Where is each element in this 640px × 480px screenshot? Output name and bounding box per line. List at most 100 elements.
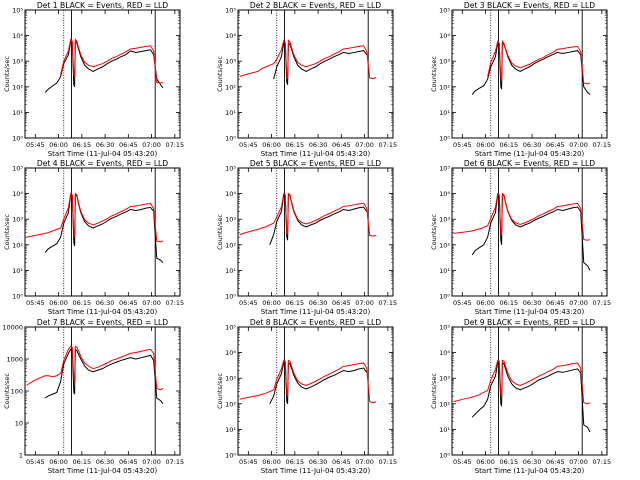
y-axis-label: Counts/sec	[216, 373, 224, 409]
x-tick-label: 06:00	[476, 458, 495, 466]
y-tick-label: 10⁴	[225, 32, 236, 40]
lld-series-line	[60, 38, 164, 84]
panel-title: Det 4 BLACK = Events, RED = LLD	[37, 159, 168, 168]
panel-det-5: Det 5 BLACK = Events, RED = LLD 10⁰ 10¹ 10²…	[216, 159, 397, 316]
y-tick-label: 10⁰	[12, 135, 23, 143]
x-tick-label: 06:30	[309, 458, 328, 466]
x-tick-label: 06:45	[119, 299, 138, 307]
x-tick-label: 06:15	[285, 458, 304, 466]
y-tick-label: 10³	[12, 216, 23, 224]
x-tick-label: 07:00	[355, 141, 374, 149]
y-tick-label: 10⁴	[439, 349, 450, 357]
events-series-line	[44, 39, 164, 93]
y-tick-label: 10⁴	[439, 32, 450, 40]
x-tick-label: 06:00	[262, 458, 281, 466]
y-tick-label: 10⁵	[12, 7, 23, 15]
y-tick-label: 1	[19, 452, 23, 460]
y-tick-label: 10⁰	[439, 293, 450, 301]
x-tick-label: 07:15	[592, 299, 611, 307]
x-tick-label: 07:15	[592, 141, 611, 149]
x-tick-label: 06:45	[332, 458, 351, 466]
x-axis-label: Start Time (11-Jul-04 05:43:20)	[261, 150, 371, 158]
y-tick-label: 10⁵	[225, 324, 236, 332]
x-tick-label: 07:00	[142, 299, 161, 307]
y-tick-label: 10	[15, 420, 23, 428]
x-tick-label: 07:00	[569, 458, 588, 466]
y-tick-label: 10²	[225, 83, 236, 91]
events-series-line	[269, 193, 368, 245]
panel-title: Det 2 BLACK = Events, RED = LLD	[250, 1, 381, 10]
y-tick-label: 10³	[225, 375, 236, 383]
x-tick-label: 07:15	[165, 458, 184, 466]
lld-series-line	[26, 345, 164, 391]
y-tick-label: 100	[11, 388, 23, 396]
y-tick-label: 10¹	[12, 267, 23, 275]
y-tick-label: 10⁴	[12, 32, 23, 40]
y-tick-label: 10⁰	[439, 452, 450, 460]
lld-series-line	[453, 359, 591, 405]
x-tick-label: 06:30	[523, 458, 542, 466]
plot-frame	[24, 326, 181, 456]
y-tick-label: 10²	[225, 241, 236, 249]
events-series-line	[44, 193, 164, 264]
y-tick-label: 10²	[225, 400, 236, 408]
lld-series-line	[239, 39, 377, 80]
plot-frame	[24, 167, 181, 297]
x-tick-label: 05:45	[239, 299, 258, 307]
x-axis-label: Start Time (11-Jul-04 05:43:20)	[48, 308, 158, 316]
panel-det-9: Det 9 BLACK = Events, RED = LLD 10⁰ 10¹ 10²…	[430, 318, 611, 475]
x-tick-label: 07:15	[592, 458, 611, 466]
x-tick-label: 06:30	[96, 458, 115, 466]
y-axis-label: Counts/sec	[216, 56, 224, 92]
events-series-line	[471, 193, 591, 271]
x-tick-label: 06:15	[285, 141, 304, 149]
y-axis-label: Counts/sec	[216, 214, 224, 250]
x-axis-label: Start Time (11-Jul-04 05:43:20)	[475, 150, 585, 158]
x-tick-label: 07:15	[378, 458, 397, 466]
events-series-line	[273, 41, 368, 85]
x-axis-label: Start Time (11-Jul-04 05:43:20)	[261, 467, 371, 475]
x-tick-label: 05:45	[239, 141, 258, 149]
x-axis-label: Start Time (11-Jul-04 05:43:20)	[48, 150, 158, 158]
y-tick-label: 10²	[439, 83, 450, 91]
y-tick-label: 10²	[12, 241, 23, 249]
x-tick-label: 05:45	[26, 141, 45, 149]
events-series-line	[471, 41, 591, 95]
panel-det-4: Det 4 BLACK = Events, RED = LLD 10⁰ 10¹ 10²…	[3, 159, 184, 316]
panel-title: Det 7 BLACK = Events, RED = LLD	[37, 318, 168, 327]
x-tick-label: 06:00	[49, 458, 68, 466]
y-tick-label: 10¹	[225, 426, 236, 434]
x-tick-label: 05:45	[453, 141, 472, 149]
plot-frame	[237, 326, 394, 456]
x-axis-label: Start Time (11-Jul-04 05:43:20)	[48, 467, 158, 475]
y-tick-label: 1000	[6, 356, 23, 364]
x-tick-label: 06:30	[96, 141, 115, 149]
y-axis-label: Counts/sec	[3, 214, 11, 250]
y-tick-label: 10⁰	[225, 293, 236, 301]
x-axis-label: Start Time (11-Jul-04 05:43:20)	[475, 467, 585, 475]
panel-title: Det 5 BLACK = Events, RED = LLD	[250, 159, 381, 168]
y-tick-label: 10³	[439, 58, 450, 66]
x-tick-label: 06:15	[499, 141, 518, 149]
x-tick-label: 07:15	[165, 141, 184, 149]
y-tick-label: 10¹	[439, 267, 450, 275]
y-tick-label: 10⁵	[439, 7, 450, 15]
y-tick-label: 10¹	[439, 426, 450, 434]
plot-frame	[451, 326, 608, 456]
y-tick-label: 10²	[439, 400, 450, 408]
y-axis-label: Counts/sec	[430, 373, 438, 409]
plot-frame	[451, 9, 608, 139]
y-tick-label: 10⁵	[225, 165, 236, 173]
x-tick-label: 05:45	[453, 458, 472, 466]
y-tick-label: 10²	[12, 83, 23, 91]
y-tick-label: 10¹	[439, 109, 450, 117]
panel-title: Det 1 BLACK = Events, RED = LLD	[37, 1, 168, 10]
plot-frame	[24, 9, 181, 139]
panel-det-3: Det 3 BLACK = Events, RED = LLD 10⁰ 10¹ 10²…	[430, 1, 611, 158]
y-tick-label: 10³	[439, 216, 450, 224]
x-tick-label: 06:45	[119, 458, 138, 466]
panel-det-1: Det 1 BLACK = Events, RED = LLD 10⁰ 10¹ 10²…	[3, 1, 184, 158]
x-tick-label: 07:00	[569, 299, 588, 307]
x-tick-label: 06:30	[309, 299, 328, 307]
y-tick-label: 10⁵	[439, 165, 450, 173]
